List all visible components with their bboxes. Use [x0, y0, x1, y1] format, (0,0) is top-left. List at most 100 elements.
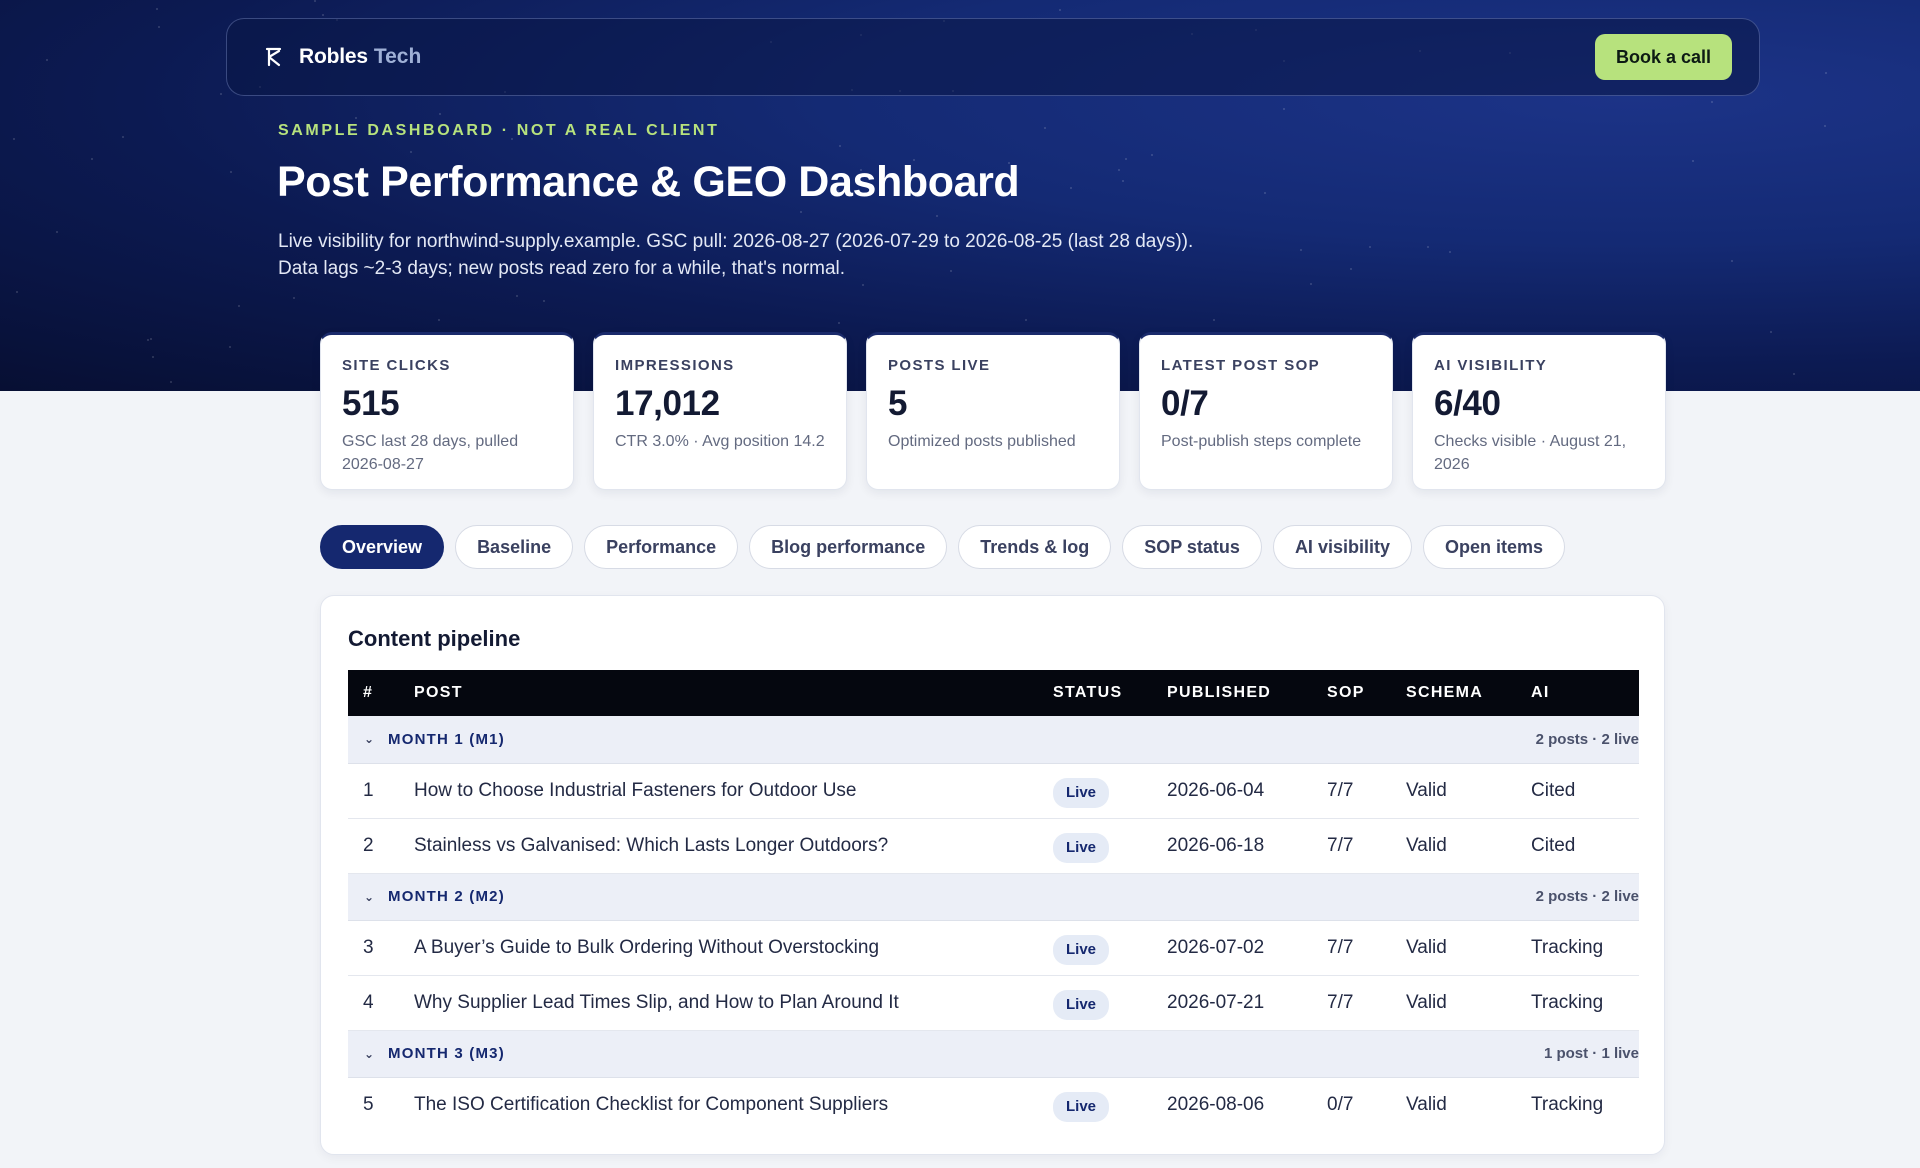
- cell-post[interactable]: The ISO Certification Checklist for Comp…: [414, 1093, 889, 1115]
- cell-status: Live: [1053, 818, 1167, 873]
- star-dot: [122, 136, 124, 138]
- star-dot: [511, 138, 513, 140]
- cell-number: 2: [363, 834, 374, 856]
- star-dot: [438, 319, 440, 321]
- star-dot: [156, 8, 158, 10]
- kpi-value: 515: [342, 384, 400, 423]
- cell-post[interactable]: Stainless vs Galvanised: Which Lasts Lon…: [414, 834, 889, 856]
- star-dot: [16, 291, 18, 293]
- star-dot: [1369, 246, 1371, 248]
- chevron-down-icon[interactable]: ⌄: [364, 1046, 376, 1061]
- cell-ai: Tracking: [1531, 1093, 1604, 1115]
- tab-blog-performance[interactable]: Blog performance: [749, 525, 948, 569]
- cell-sop: 0/7: [1327, 1093, 1354, 1115]
- star-dot: [152, 356, 154, 358]
- star-dot: [314, 0, 316, 2]
- column-header-ai[interactable]: AI: [1531, 684, 1550, 701]
- star-dot: [838, 322, 840, 324]
- status-badge: Live: [1053, 989, 1110, 1020]
- table-row[interactable]: 5 The ISO Certification Checklist for Co…: [348, 1077, 1639, 1132]
- chevron-down-icon[interactable]: ⌄: [364, 732, 376, 747]
- star-dot: [1044, 127, 1046, 129]
- group-count: 2 posts · 2 live: [1535, 730, 1639, 748]
- kpi-impressions: IMPRESSIONS 17,012 CTR 3.0% · Avg positi…: [593, 332, 847, 490]
- cell-schema: Valid: [1406, 936, 1447, 958]
- table-row[interactable]: 4 Why Supplier Lead Times Slip, and How …: [348, 975, 1639, 1030]
- star-dot: [238, 305, 240, 307]
- cell-post[interactable]: A Buyer’s Guide to Bulk Ordering Without…: [414, 936, 880, 958]
- star-dot: [1825, 72, 1827, 74]
- star-dot: [860, 169, 862, 171]
- star-dot: [862, 284, 864, 286]
- cell-ai: Cited: [1531, 779, 1576, 801]
- tab-sop-status[interactable]: SOP status: [1122, 525, 1262, 569]
- star-dot: [846, 194, 848, 196]
- cell-sop: 7/7: [1327, 936, 1354, 958]
- cell-published: 2026-08-06: [1167, 1093, 1265, 1115]
- star-dot: [533, 188, 535, 190]
- star-dot: [322, 14, 324, 16]
- brand[interactable]: Robles Tech: [263, 45, 421, 69]
- star-dot: [1731, 260, 1733, 262]
- kpi-value: 6/40: [1434, 384, 1501, 423]
- tab-performance[interactable]: Performance: [584, 525, 739, 569]
- tab-trends-log[interactable]: Trends & log: [958, 525, 1112, 569]
- tab-overview[interactable]: Overview: [320, 525, 445, 569]
- star-dot: [147, 339, 149, 341]
- star-dot: [543, 300, 545, 302]
- group-row-month-3[interactable]: ⌄ MONTH 3 (M3) 1 post · 1 live: [348, 1030, 1639, 1077]
- kpi-posts-live: POSTS LIVE 5 Optimized posts published: [866, 332, 1120, 490]
- cell-post[interactable]: Why Supplier Lead Times Slip, and How to…: [414, 991, 899, 1013]
- group-label: MONTH 2 (M2): [388, 888, 505, 905]
- column-header-status[interactable]: STATUS: [1053, 684, 1123, 701]
- group-row-month-1[interactable]: ⌄ MONTH 1 (M1) 2 posts · 2 live: [348, 716, 1639, 763]
- chevron-down-icon[interactable]: ⌄: [364, 889, 376, 904]
- star-dot: [913, 159, 915, 161]
- star-dot: [1008, 162, 1010, 164]
- star-dot: [46, 59, 48, 61]
- cell-schema: Valid: [1406, 779, 1447, 801]
- star-dot: [158, 26, 160, 28]
- brand-sub: Tech: [373, 45, 422, 68]
- sample-eyebrow: SAMPLE DASHBOARD · NOT A REAL CLIENT: [278, 122, 720, 139]
- star-dot: [229, 346, 231, 348]
- tab-ai-visibility[interactable]: AI visibility: [1272, 525, 1412, 569]
- star-dot: [1151, 154, 1153, 156]
- group-row-month-2[interactable]: ⌄ MONTH 2 (M2) 2 posts · 2 live: [348, 873, 1639, 920]
- table-row[interactable]: 1 How to Choose Industrial Fasteners for…: [348, 763, 1639, 818]
- column-header-schema[interactable]: SCHEMA: [1406, 684, 1484, 701]
- star-dot: [1070, 187, 1072, 189]
- star-dot: [837, 190, 839, 192]
- column-header-number[interactable]: #: [363, 684, 374, 701]
- table-row[interactable]: 2 Stainless vs Galvanised: Which Lasts L…: [348, 818, 1639, 873]
- cell-published: 2026-06-04: [1167, 779, 1265, 801]
- tab-baseline[interactable]: Baseline: [455, 525, 574, 569]
- star-dot: [618, 137, 620, 139]
- kpi-label: POSTS LIVE: [888, 357, 991, 374]
- star-dot: [1125, 158, 1127, 160]
- column-header-published[interactable]: PUBLISHED: [1167, 684, 1272, 701]
- panel-title: Content pipeline: [348, 626, 521, 651]
- star-dot: [150, 338, 152, 340]
- star-dot: [1122, 180, 1124, 182]
- kpi-note: CTR 3.0% · Avg position 14.2: [615, 433, 825, 450]
- star-dot: [1692, 160, 1694, 162]
- status-badge: Live: [1053, 1091, 1110, 1122]
- brand-name: Robles: [299, 45, 368, 68]
- kpi-cards: SITE CLICKS 515 GSC last 28 days, pulled…: [320, 332, 1666, 490]
- star-dot: [1449, 251, 1451, 253]
- cell-published: 2026-07-21: [1167, 991, 1265, 1013]
- column-header-sop[interactable]: SOP: [1327, 684, 1365, 701]
- star-dot: [1118, 169, 1120, 171]
- column-header-post[interactable]: POST: [414, 684, 463, 701]
- cell-post[interactable]: How to Choose Industrial Fasteners for O…: [414, 779, 857, 801]
- star-dot: [1213, 319, 1215, 321]
- status-badge: Live: [1053, 777, 1110, 808]
- cell-ai: Cited: [1531, 834, 1576, 856]
- table-row[interactable]: 3 A Buyer’s Guide to Bulk Ordering Witho…: [348, 920, 1639, 975]
- book-a-call-button[interactable]: Book a call: [1594, 34, 1732, 80]
- cell-schema: Valid: [1406, 1093, 1447, 1115]
- star-dot: [56, 231, 58, 233]
- tab-open-items[interactable]: Open items: [1422, 525, 1565, 569]
- star-dot: [439, 113, 441, 115]
